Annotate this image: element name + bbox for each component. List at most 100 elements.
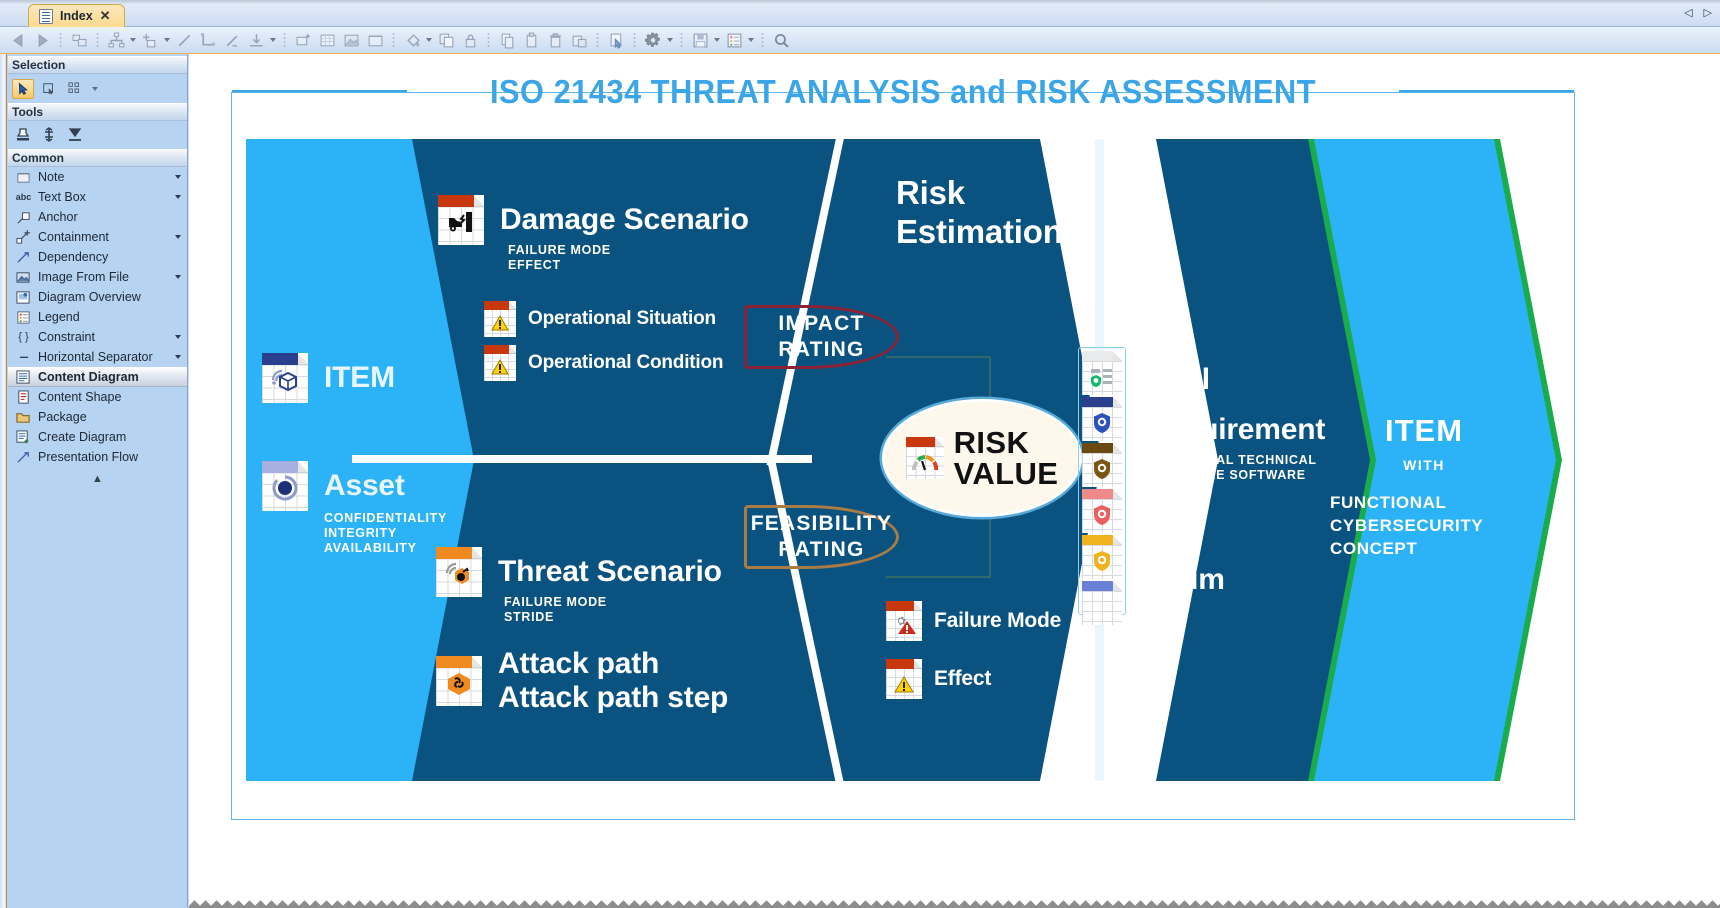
dependency-line-button[interactable] bbox=[221, 30, 243, 51]
chevron-down-icon[interactable] bbox=[175, 355, 181, 359]
chevron-down-icon[interactable] bbox=[128, 30, 138, 51]
tab-index[interactable]: Index ✕ bbox=[28, 4, 125, 27]
copy-button[interactable] bbox=[496, 30, 518, 51]
chevron-down-icon[interactable] bbox=[665, 30, 675, 51]
toolbar-separator bbox=[761, 31, 764, 49]
multi-select-tool[interactable] bbox=[64, 79, 86, 99]
chevron-down-icon[interactable] bbox=[90, 78, 100, 99]
generalization-button[interactable] bbox=[105, 30, 127, 51]
impact-rating-line-2: RATING bbox=[778, 338, 865, 361]
palette-item-containment[interactable]: Containment bbox=[8, 227, 187, 247]
entry-attack-path[interactable]: Attack path Attack path step bbox=[436, 647, 728, 715]
image-button[interactable] bbox=[340, 30, 362, 51]
chevron-down-icon[interactable] bbox=[746, 30, 756, 51]
model-browser-button[interactable] bbox=[68, 30, 90, 51]
duplicate-button[interactable] bbox=[568, 30, 590, 51]
trash-icon bbox=[549, 32, 561, 47]
toolbar-group-1 bbox=[6, 30, 54, 51]
page-title: ISO 21434 THREAT ANALYSIS and RISK ASSES… bbox=[489, 73, 1317, 110]
impact-rating[interactable]: IMPACT RATING bbox=[744, 305, 899, 369]
copy-style-button[interactable] bbox=[435, 30, 457, 51]
entry-failure-mode[interactable]: Failure Mode bbox=[886, 601, 1061, 641]
fill-color-button[interactable] bbox=[401, 30, 423, 51]
palette-item-note[interactable]: Note bbox=[8, 167, 187, 187]
legend-button[interactable] bbox=[723, 30, 745, 51]
entry-item[interactable]: ITEM bbox=[262, 353, 395, 403]
palette-item-presentation-flow[interactable]: Presentation Flow bbox=[8, 447, 187, 467]
node-plus-icon bbox=[142, 33, 155, 47]
chevron-down-icon[interactable] bbox=[175, 195, 181, 199]
forward-button[interactable] bbox=[31, 30, 53, 51]
palette-item-content-diagram[interactable]: Content Diagram bbox=[8, 367, 187, 387]
palette-item-label: Legend bbox=[38, 310, 80, 324]
tab-prev-icon[interactable]: ◁ bbox=[1684, 7, 1693, 19]
tab-next-icon[interactable]: ▷ bbox=[1703, 7, 1712, 19]
goal-doc-icon[interactable] bbox=[1082, 351, 1122, 395]
pointer-tool[interactable] bbox=[12, 78, 34, 99]
save-button[interactable] bbox=[689, 30, 711, 51]
separator-horizontal bbox=[352, 455, 812, 463]
chevron-down-icon[interactable] bbox=[268, 30, 278, 51]
chevron-down-icon[interactable] bbox=[424, 30, 434, 51]
entry-damage-scenario[interactable]: Damage Scenario bbox=[438, 195, 749, 245]
palette-item-text-box[interactable]: abc Text Box bbox=[8, 187, 187, 207]
palette-item-create-diagram[interactable]: Create Diagram bbox=[8, 427, 187, 447]
insert-shape-button[interactable] bbox=[292, 30, 314, 51]
close-icon[interactable]: ✕ bbox=[99, 8, 111, 23]
stamp-tool[interactable] bbox=[12, 125, 34, 145]
risk-estimation-line-2: Estimation bbox=[896, 213, 1063, 250]
palette-item-image-from-file[interactable]: Image From File bbox=[8, 267, 187, 287]
feasibility-rating[interactable]: FEASIBILITY RATING bbox=[744, 505, 899, 569]
tab-nav[interactable]: ◁ ▷ bbox=[1684, 6, 1712, 19]
palette-item-label: Content Shape bbox=[38, 390, 122, 404]
palette-item-dependency[interactable]: Dependency bbox=[8, 247, 187, 267]
palette-item-constraint[interactable]: { } Constraint bbox=[8, 327, 187, 347]
palette-collapse-icon[interactable]: ▲ bbox=[92, 473, 103, 485]
palette-item-label: Horizontal Separator bbox=[38, 350, 153, 364]
paste-button[interactable] bbox=[520, 30, 542, 51]
palette-item-diagram-overview[interactable]: Diagram Overview bbox=[8, 287, 187, 307]
chevron-down-icon[interactable] bbox=[175, 335, 181, 339]
entry-operational-condition[interactable]: Operational Condition bbox=[484, 345, 723, 381]
delete-button[interactable] bbox=[544, 30, 566, 51]
chevron-down-icon[interactable] bbox=[175, 175, 181, 179]
back-button[interactable] bbox=[7, 30, 29, 51]
select-tool-button[interactable] bbox=[605, 30, 627, 51]
palette-item-legend[interactable]: Legend bbox=[8, 307, 187, 327]
chevron-down-icon[interactable] bbox=[162, 30, 172, 51]
shield-yellow-doc-icon[interactable] bbox=[1082, 535, 1122, 579]
table-button[interactable] bbox=[316, 30, 338, 51]
entry-asset[interactable]: Asset bbox=[262, 461, 405, 511]
palette-item-package[interactable]: Package bbox=[8, 407, 187, 427]
entry-effect[interactable]: Effect bbox=[886, 659, 991, 699]
settings-button[interactable] bbox=[642, 30, 664, 51]
align-bottom-tool[interactable] bbox=[64, 125, 86, 145]
palette-item-horizontal-separator[interactable]: --- Horizontal Separator bbox=[8, 347, 187, 367]
toolbar-separator bbox=[596, 31, 599, 49]
distribute-vertical-tool[interactable] bbox=[38, 125, 60, 145]
entry-operational-situation[interactable]: Operational Situation bbox=[484, 301, 716, 337]
search-button[interactable] bbox=[770, 30, 792, 51]
risk-value-line-2: VALUE bbox=[953, 456, 1059, 491]
risk-value-node[interactable]: RISK VALUE bbox=[882, 399, 1082, 517]
entry-threat-scenario[interactable]: Threat Scenario bbox=[436, 547, 722, 597]
shield-blue-doc-icon[interactable] bbox=[1082, 397, 1122, 441]
align-button[interactable] bbox=[245, 30, 267, 51]
toolbar-group-4 bbox=[291, 30, 387, 51]
claim-doc-icon[interactable] bbox=[1082, 581, 1122, 625]
line-button[interactable] bbox=[173, 30, 195, 51]
palette-item-anchor[interactable]: Anchor bbox=[8, 207, 187, 227]
palette-item-label: Constraint bbox=[38, 330, 95, 344]
add-element-button[interactable] bbox=[139, 30, 161, 51]
shield-brown-doc-icon[interactable] bbox=[1082, 443, 1122, 487]
chevron-down-icon[interactable] bbox=[175, 235, 181, 239]
diagram-canvas[interactable]: ISO 21434 THREAT ANALYSIS and RISK ASSES… bbox=[189, 54, 1720, 908]
palette-item-content-shape[interactable]: Content Shape bbox=[8, 387, 187, 407]
orthogonal-line-button[interactable] bbox=[197, 30, 219, 51]
note-button[interactable] bbox=[364, 30, 386, 51]
chevron-down-icon[interactable] bbox=[175, 275, 181, 279]
lock-button[interactable] bbox=[459, 30, 481, 51]
shield-red-doc-icon[interactable] bbox=[1082, 489, 1122, 533]
marquee-select-tool[interactable] bbox=[38, 79, 60, 99]
chevron-down-icon[interactable] bbox=[712, 30, 722, 51]
